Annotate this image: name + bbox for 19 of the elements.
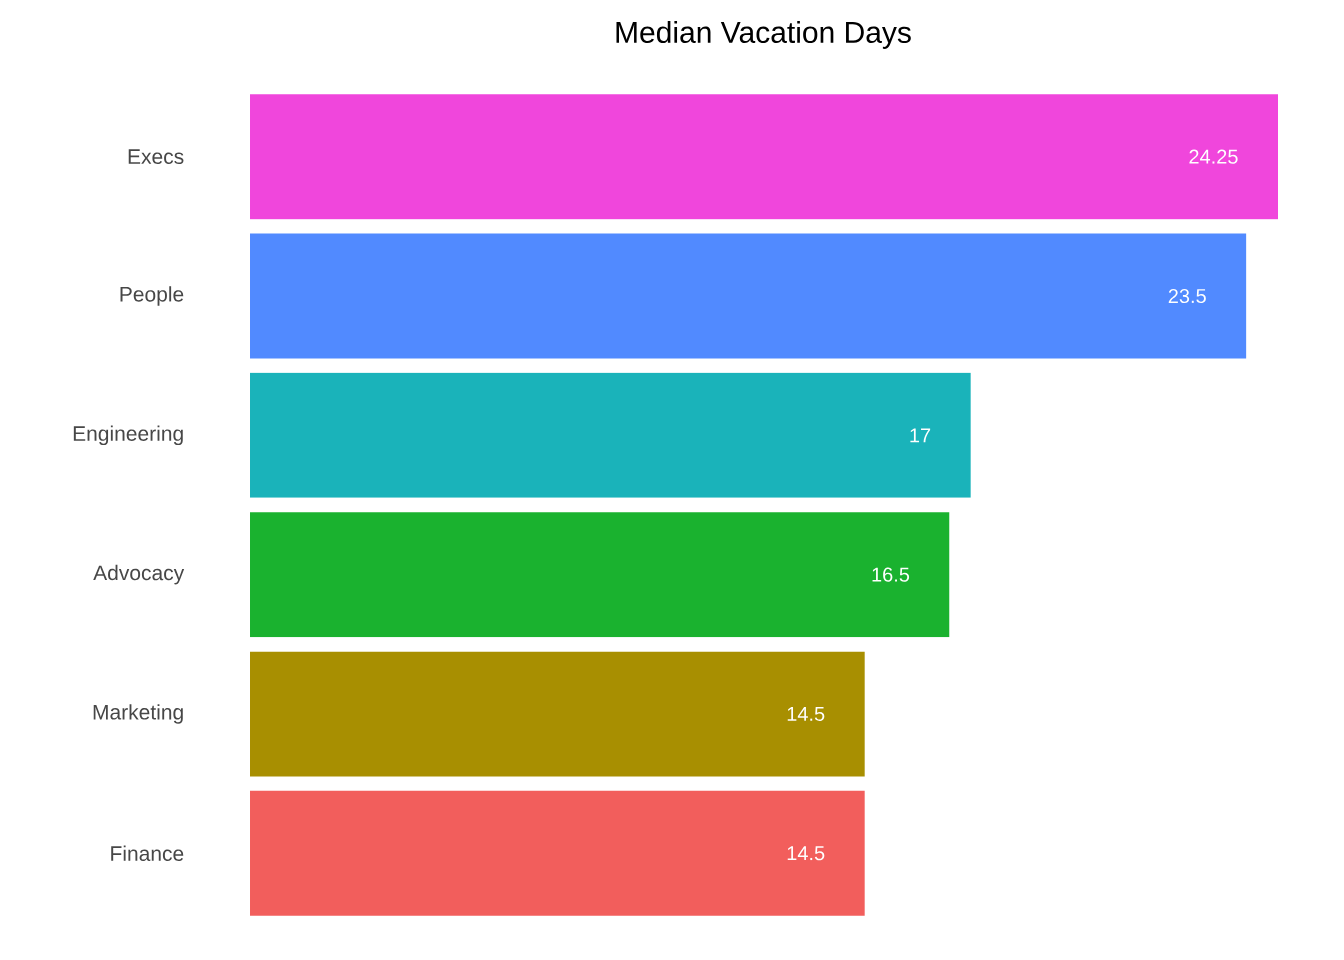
y-tick-label: Marketing	[93, 704, 183, 724]
bar	[250, 94, 1279, 220]
bar	[250, 233, 1247, 359]
y-tick-label: Finance	[111, 845, 184, 861]
data-label: 16.5	[872, 567, 910, 582]
bar	[250, 512, 950, 638]
data-label: 23.5	[1168, 288, 1206, 304]
bar	[250, 372, 971, 498]
bar	[250, 790, 865, 916]
y-tick-label: Engineering	[73, 425, 183, 446]
data-label: 14.5	[787, 707, 825, 721]
bar	[250, 651, 865, 777]
chart-title: Median Vacation Days	[616, 21, 911, 49]
data-label: 14.5	[787, 846, 825, 861]
data-label: 24.25	[1189, 149, 1238, 164]
y-tick-label: Advocacy	[93, 564, 185, 585]
data-label: 17	[910, 428, 931, 443]
y-tick-label: Execs	[128, 149, 184, 164]
y-tick-label: People	[120, 286, 184, 306]
